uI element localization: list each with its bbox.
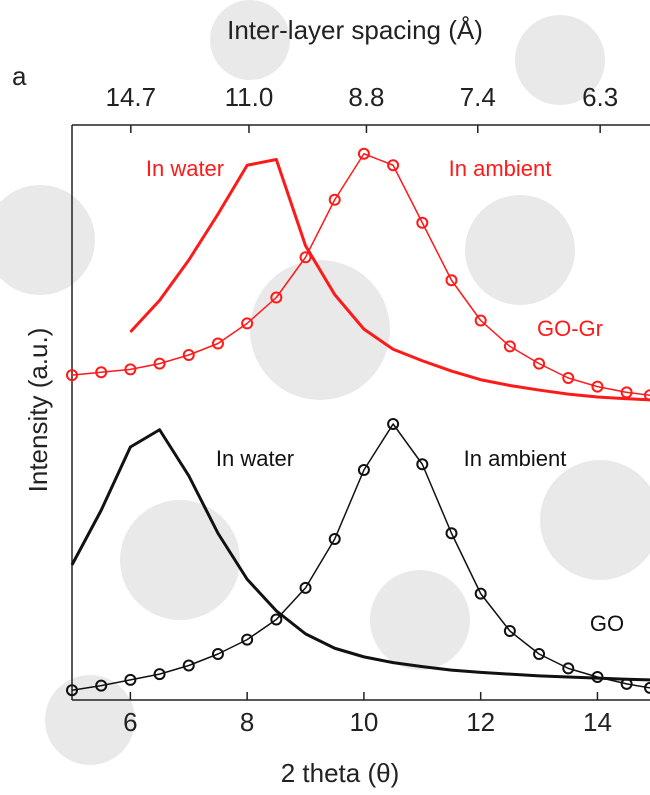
data-point — [211, 648, 224, 660]
x-tick-label: 6 — [123, 707, 137, 737]
data-point — [562, 662, 575, 675]
annotation: In ambient — [449, 156, 552, 181]
data-point — [387, 159, 400, 172]
data-point — [533, 357, 546, 370]
data-point — [124, 673, 137, 686]
x-tick-label: 12 — [466, 707, 495, 737]
series-line — [71, 153, 650, 396]
x-tick-label: 8 — [240, 707, 254, 737]
x2-tick-label: 8.8 — [348, 82, 384, 112]
data-point — [270, 291, 283, 304]
annotation: In water — [146, 156, 224, 181]
data-point — [95, 679, 108, 692]
data-point — [445, 527, 458, 540]
data-point — [357, 464, 370, 476]
data-point — [474, 314, 487, 327]
panel-label: a — [12, 61, 27, 91]
data-point — [503, 625, 516, 637]
data-point — [299, 251, 312, 264]
data-point — [211, 337, 224, 350]
data-point — [562, 372, 575, 384]
series-line — [70, 428, 650, 682]
background-decoration — [0, 0, 650, 765]
y-axis-title: Intensity (a.u.) — [23, 328, 53, 493]
data-point — [591, 671, 604, 683]
annotation: In water — [216, 446, 294, 471]
x2-tick-label: 7.4 — [460, 82, 496, 112]
data-point — [644, 681, 650, 694]
data-point — [153, 357, 166, 370]
data-point — [620, 386, 633, 399]
data-point — [644, 389, 650, 402]
data-point — [387, 418, 400, 430]
data-point — [445, 274, 458, 287]
series-line — [71, 423, 650, 691]
x2-axis-title: Inter-layer spacing (Å) — [227, 15, 483, 45]
data-point — [416, 216, 429, 229]
series-line — [129, 158, 650, 402]
data-point — [503, 340, 516, 353]
data-point — [357, 147, 370, 160]
annotation: GO-Gr — [537, 316, 603, 341]
data-point — [66, 684, 78, 697]
data-point — [416, 458, 429, 471]
data-point — [95, 366, 108, 379]
data-point — [124, 363, 137, 376]
data-point — [241, 633, 254, 646]
data-point — [474, 587, 487, 600]
data-point — [182, 349, 195, 361]
x2-tick-label: 11.0 — [225, 82, 274, 112]
data-point — [328, 193, 341, 206]
data-point — [620, 677, 633, 690]
data-point — [241, 317, 254, 330]
data-point — [328, 533, 341, 545]
annotation: GO — [590, 611, 624, 636]
data-point — [591, 380, 604, 393]
data-point — [299, 581, 312, 594]
data-point — [66, 369, 78, 382]
data-point — [270, 613, 283, 626]
x-tick-label: 14 — [583, 707, 612, 737]
data-point — [182, 659, 195, 672]
annotation: In ambient — [464, 446, 567, 471]
data-point — [533, 648, 546, 660]
x2-tick-label: 6.3 — [582, 82, 618, 112]
data-point — [153, 668, 166, 681]
x2-tick-label: 14.7 — [106, 82, 157, 112]
x-tick-label: 10 — [349, 707, 378, 737]
x-axis-title: 2 theta (θ) — [281, 758, 400, 788]
